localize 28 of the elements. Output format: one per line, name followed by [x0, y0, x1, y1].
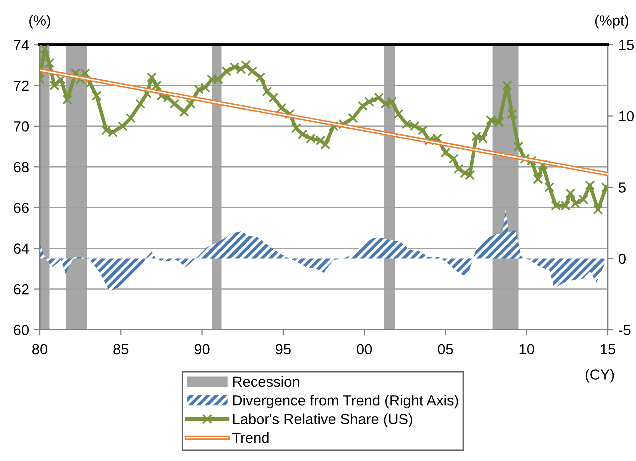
x-tick-label: 15 [601, 344, 616, 355]
x-tick-label: 80 [32, 344, 48, 355]
legend-label: Labor's Relative Share (US) [233, 414, 412, 428]
x-tick-label: 10 [520, 344, 534, 355]
y2-tick-label: 5 [619, 182, 626, 193]
y-tick-label: 70 [14, 122, 30, 132]
x-tick-label: 05 [438, 344, 454, 355]
y2-tick-label: 0 [618, 254, 626, 264]
legend-label: Trend [232, 432, 269, 444]
y-tick-label: 62 [14, 284, 29, 295]
y-tick-label: 66 [14, 202, 29, 214]
y-tick-label: 74 [14, 40, 30, 50]
y-tick-label: 60 [14, 325, 30, 336]
y2-tick-label: 10 [620, 111, 634, 122]
legend-label: Recession [233, 376, 300, 388]
y-tick-label: 72 [14, 80, 29, 91]
y2-tick-label: 15 [620, 40, 634, 50]
y-tick-label: 64 [14, 244, 30, 254]
y-tick-label: 68 [14, 162, 29, 173]
y-axis-title: (%) [30, 15, 50, 29]
x-tick-label: 90 [194, 344, 210, 355]
legend-label: Divergence from Trend (Right Axis) [233, 395, 458, 409]
x-axis-title: (CY) [586, 369, 614, 383]
y2-tick-label: -5 [619, 325, 631, 336]
x-tick-label: 95 [276, 344, 291, 355]
x-tick-label: 00 [357, 344, 372, 355]
y2-axis-title: (%pt) [595, 15, 629, 29]
x-tick-label: 85 [114, 344, 129, 355]
